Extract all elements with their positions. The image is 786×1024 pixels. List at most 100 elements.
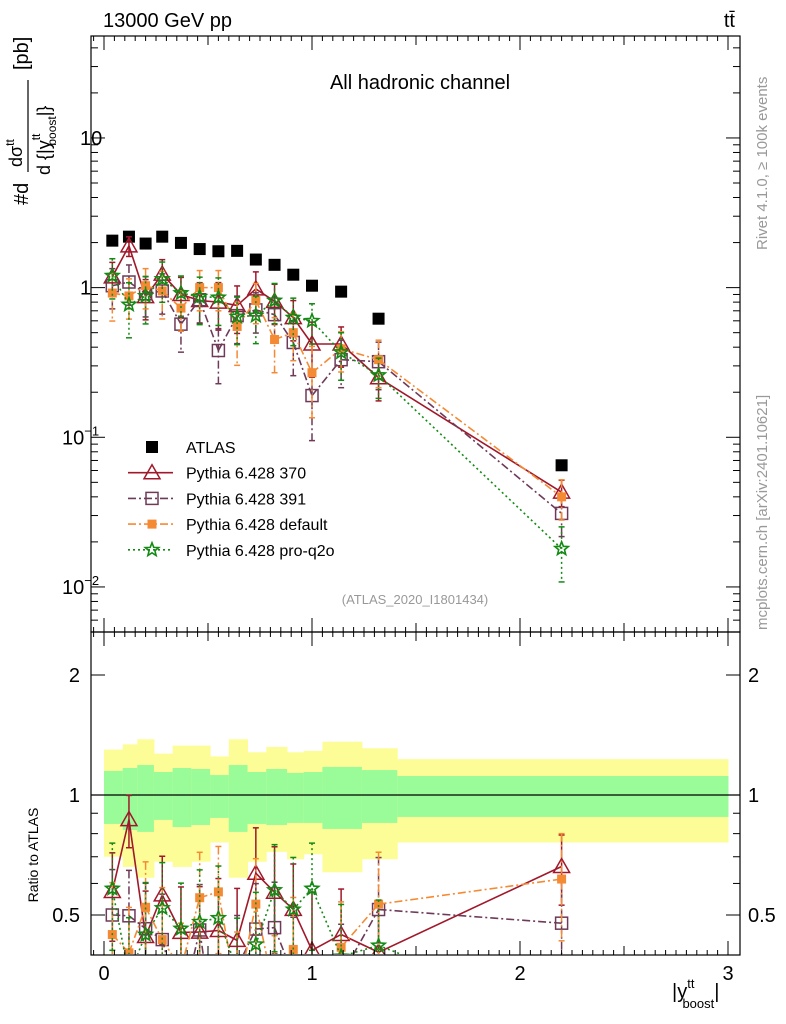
ratio-line: [217, 917, 233, 954]
ylabel-num-sup: tt: [3, 139, 17, 146]
ratio-point: [103, 879, 122, 896]
rivet-label: Rivet 4.1.0, ≥ 100k events: [754, 77, 771, 250]
data-point: [155, 284, 169, 298]
data-point: [247, 306, 265, 324]
ratio-point: [265, 880, 284, 898]
stat-uncertainty-band: [153, 772, 174, 820]
ratio-line: [111, 888, 126, 954]
series-pythia-6-428-pro-q2o: [103, 257, 571, 583]
stat-uncertainty-band: [287, 772, 305, 823]
data-point: [212, 245, 225, 258]
ratio-line: [378, 944, 403, 954]
series-pythia-6-428-391: [105, 264, 569, 538]
data-point: [176, 303, 186, 313]
data-point: [157, 286, 167, 296]
ratio-point: [557, 874, 567, 884]
data-point: [306, 279, 318, 292]
series-line: [255, 300, 276, 340]
legend-item-pythia-6-428-370: Pythia 6.428 370: [128, 463, 306, 483]
series-line: [378, 374, 563, 550]
ratio-line: [352, 909, 380, 954]
legend-marker: [143, 540, 161, 558]
chart-title: All hadronic channel: [330, 72, 510, 94]
ratio-point: [124, 948, 134, 954]
ratio-point: [190, 912, 209, 930]
data-point: [249, 253, 262, 266]
ratio-point: [195, 893, 205, 903]
ratio-series-pythia-6-428-pro-q2o: [103, 842, 403, 954]
series-line: [180, 292, 200, 298]
data-point: [228, 307, 246, 325]
ylabel-den-sup: tt: [29, 133, 43, 140]
legend-item-pythia-6-428-default: Pythia 6.428 default: [128, 517, 328, 534]
x-tick-label: 2: [514, 963, 525, 985]
series-line: [378, 359, 563, 498]
ratio-point: [227, 930, 247, 948]
ratio-point: [119, 810, 139, 827]
ratio-point: [141, 902, 151, 912]
data-point: [209, 288, 228, 305]
stat-uncertainty-band: [303, 772, 323, 823]
legend-label: Pythia 6.428 pro-q2o: [186, 543, 335, 560]
stat-uncertainty-band: [191, 769, 211, 825]
stat-uncertainty-band: [228, 765, 249, 832]
series-line: [161, 278, 182, 294]
series-line: [311, 320, 342, 353]
stat-uncertainty-band: [104, 770, 124, 824]
data-point: [552, 539, 571, 557]
ratio-y-label: Ratio to ATLAS: [25, 808, 41, 903]
data-point: [557, 492, 567, 502]
x-tick-label: 0: [98, 963, 109, 985]
data-point: [136, 286, 155, 304]
series-line: [273, 314, 294, 343]
data-point: [268, 258, 281, 271]
data-point: [270, 335, 280, 345]
ratio-line: [346, 944, 379, 954]
stat-uncertainty-band: [137, 765, 155, 832]
ratio-line: [136, 934, 147, 954]
ratio-bands: [91, 739, 740, 878]
series-line: [292, 332, 313, 374]
ratio-point: [247, 935, 265, 952]
data-point: [107, 288, 117, 298]
ratio-line: [112, 914, 129, 917]
series-line: [111, 245, 130, 278]
series-line: [293, 316, 313, 322]
data-point: [284, 308, 302, 326]
ratio-y-tick-label-left: 0.5: [52, 905, 80, 927]
ratio-point: [265, 882, 284, 899]
main-plot: [103, 230, 571, 583]
data-point: [141, 281, 151, 291]
data-point: [287, 268, 300, 281]
data-point: [193, 243, 206, 256]
series-line: [340, 351, 379, 376]
ratio-line: [340, 903, 380, 948]
ylabel-den-end: |}: [34, 106, 54, 117]
series-line: [180, 299, 201, 325]
ratio-line: [378, 865, 562, 953]
data-point: [231, 244, 244, 257]
data-point: [307, 368, 317, 378]
series-line: [198, 299, 220, 351]
legend-label: Pythia 6.428 370: [186, 466, 306, 483]
ratio-line: [255, 926, 275, 930]
ratio-point: [153, 898, 171, 916]
data-point: [156, 230, 169, 243]
series-line: [378, 377, 563, 493]
axes: 10−2 10−1 1 10 2 2 1 1 0.5 0.5 0 1 2 3: [52, 35, 776, 985]
ratio-line: [311, 888, 341, 954]
data-point: [106, 234, 119, 247]
ratio-line: [199, 929, 219, 933]
legend-marker: [142, 463, 162, 480]
analysis-label: (ATLAS_2020_I1801434): [342, 592, 488, 607]
data-point: [251, 296, 261, 306]
ratio-point: [209, 908, 228, 926]
legend-item-atlas: ATLAS: [146, 440, 236, 457]
data-point: [120, 295, 138, 313]
ratio-y-tick-label-right: 0.5: [748, 905, 776, 927]
ratio-point: [172, 919, 190, 936]
ratio-line: [273, 927, 286, 954]
series-line: [292, 342, 313, 396]
